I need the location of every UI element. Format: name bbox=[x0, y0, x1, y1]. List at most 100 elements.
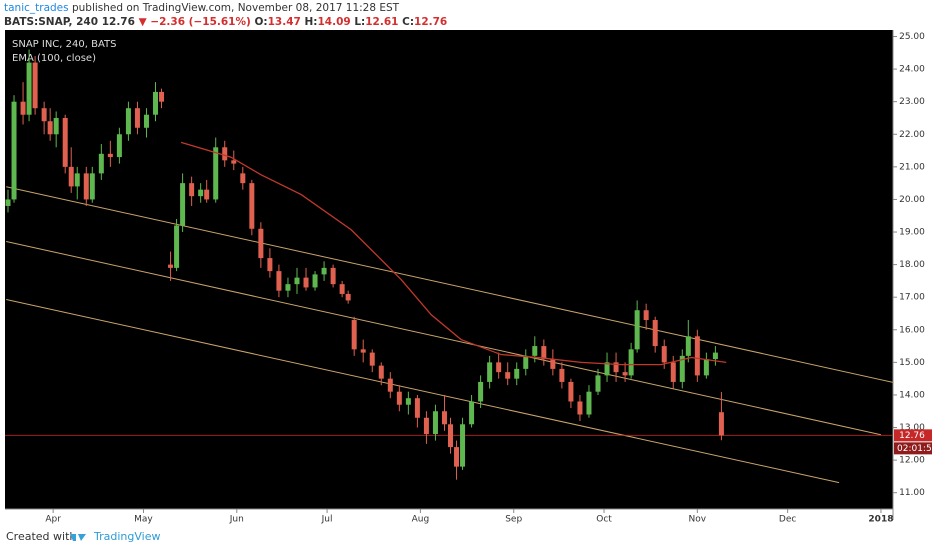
y-tick-label: 22.00 bbox=[899, 130, 925, 140]
y-tick-label: 12.00 bbox=[899, 456, 925, 466]
y-tick-label: 15.00 bbox=[899, 358, 925, 368]
candle-body bbox=[258, 228, 264, 259]
last-price-box bbox=[894, 429, 932, 442]
user: tanic_trades bbox=[4, 2, 69, 14]
candle-body bbox=[559, 368, 565, 382]
candle-body bbox=[159, 91, 165, 102]
y-tick-label: 18.00 bbox=[899, 260, 925, 270]
candle-body bbox=[604, 362, 610, 376]
candle-body bbox=[20, 101, 26, 115]
candle-body bbox=[670, 362, 676, 382]
candle-body bbox=[622, 372, 628, 376]
y-tick-label: 21.00 bbox=[899, 162, 925, 172]
candle-body bbox=[387, 378, 393, 392]
x-tick-label: May bbox=[134, 515, 153, 525]
symbol-legend: SNAP INC, 240, BATS bbox=[12, 39, 116, 50]
candle-body bbox=[153, 91, 159, 115]
countdown-box bbox=[894, 442, 932, 455]
candle-body bbox=[47, 121, 53, 135]
candle-body bbox=[231, 160, 237, 164]
candle-body bbox=[267, 258, 273, 272]
candle-body bbox=[478, 381, 484, 402]
x-tick-label: Sep bbox=[505, 515, 522, 525]
candle-body bbox=[125, 108, 131, 135]
candle-body bbox=[107, 153, 113, 158]
candle-body bbox=[369, 352, 375, 366]
candle-body bbox=[189, 183, 195, 197]
candle-body bbox=[378, 365, 384, 379]
candle-body bbox=[460, 424, 466, 467]
candle-body bbox=[204, 189, 210, 200]
candle-body bbox=[276, 271, 282, 291]
candle-body bbox=[679, 355, 685, 382]
candle-body bbox=[11, 101, 17, 200]
candle-body bbox=[496, 362, 502, 373]
candle-body bbox=[423, 417, 429, 435]
h-label: H: bbox=[304, 16, 318, 28]
candle-body bbox=[32, 62, 38, 109]
x-tick-label: Dec bbox=[779, 515, 796, 525]
high: 14.09 bbox=[317, 16, 351, 28]
trendline bbox=[6, 186, 895, 384]
candle-body bbox=[652, 320, 658, 347]
candle-body bbox=[718, 412, 724, 436]
candle-body bbox=[550, 359, 556, 369]
candle-body bbox=[448, 424, 454, 448]
header-line-1: tanic_trades published on TradingView.co… bbox=[4, 1, 447, 15]
candle-body bbox=[414, 398, 420, 418]
y-tick-label: 16.00 bbox=[899, 325, 925, 335]
candle-body bbox=[285, 284, 291, 291]
candle-body bbox=[249, 183, 255, 229]
header: tanic_trades published on TradingView.co… bbox=[4, 1, 447, 29]
candle-body bbox=[643, 310, 649, 321]
candle-body bbox=[213, 147, 219, 200]
candle-body bbox=[41, 108, 47, 122]
ema-line bbox=[180, 141, 727, 366]
candle-body bbox=[98, 153, 104, 174]
candle-body bbox=[628, 349, 634, 376]
candle-body bbox=[294, 277, 300, 285]
candle-body bbox=[330, 267, 336, 285]
candle-body bbox=[174, 225, 180, 268]
candle-body bbox=[62, 117, 68, 167]
y-tick-label: 23.00 bbox=[899, 97, 925, 107]
candle-body bbox=[89, 173, 95, 200]
x-tick-label: Apr bbox=[45, 515, 61, 525]
candle-body bbox=[487, 362, 493, 382]
candle-body bbox=[532, 346, 538, 356]
candle-body bbox=[134, 108, 140, 128]
last-price-label: 12.76 bbox=[899, 431, 925, 441]
trendline bbox=[6, 298, 840, 484]
candle-body bbox=[83, 173, 89, 200]
published: published on TradingView.com, November 0… bbox=[71, 2, 400, 14]
candle-body bbox=[143, 114, 149, 128]
candle-body bbox=[703, 359, 709, 376]
ema-legend: EMA (100, close) bbox=[12, 53, 96, 64]
trendline bbox=[6, 240, 882, 436]
candle-body bbox=[360, 349, 366, 353]
logo bbox=[70, 534, 86, 541]
candle-body bbox=[240, 173, 246, 184]
candle-body bbox=[116, 134, 122, 158]
countdown: 02:01:5 bbox=[897, 444, 932, 454]
candle-body bbox=[345, 293, 351, 301]
candle-body bbox=[694, 336, 700, 376]
x-tick-label: Aug bbox=[412, 515, 430, 525]
open: 13.47 bbox=[267, 16, 301, 28]
candle-body bbox=[661, 346, 667, 363]
y-tick-label: 24.00 bbox=[899, 65, 925, 75]
candle-body bbox=[351, 320, 357, 350]
arrow: ▼ bbox=[138, 16, 147, 28]
candle-body bbox=[312, 274, 318, 288]
l-label: L: bbox=[354, 16, 366, 28]
candle-body bbox=[685, 336, 691, 356]
candle-body bbox=[514, 368, 520, 379]
symbol: BATS:SNAP, 240 bbox=[4, 16, 99, 28]
candle-body bbox=[74, 173, 80, 187]
o-label: O: bbox=[254, 16, 268, 28]
candle-body bbox=[396, 391, 402, 405]
close: 12.76 bbox=[414, 16, 448, 28]
y-tick-label: 17.00 bbox=[899, 293, 925, 303]
